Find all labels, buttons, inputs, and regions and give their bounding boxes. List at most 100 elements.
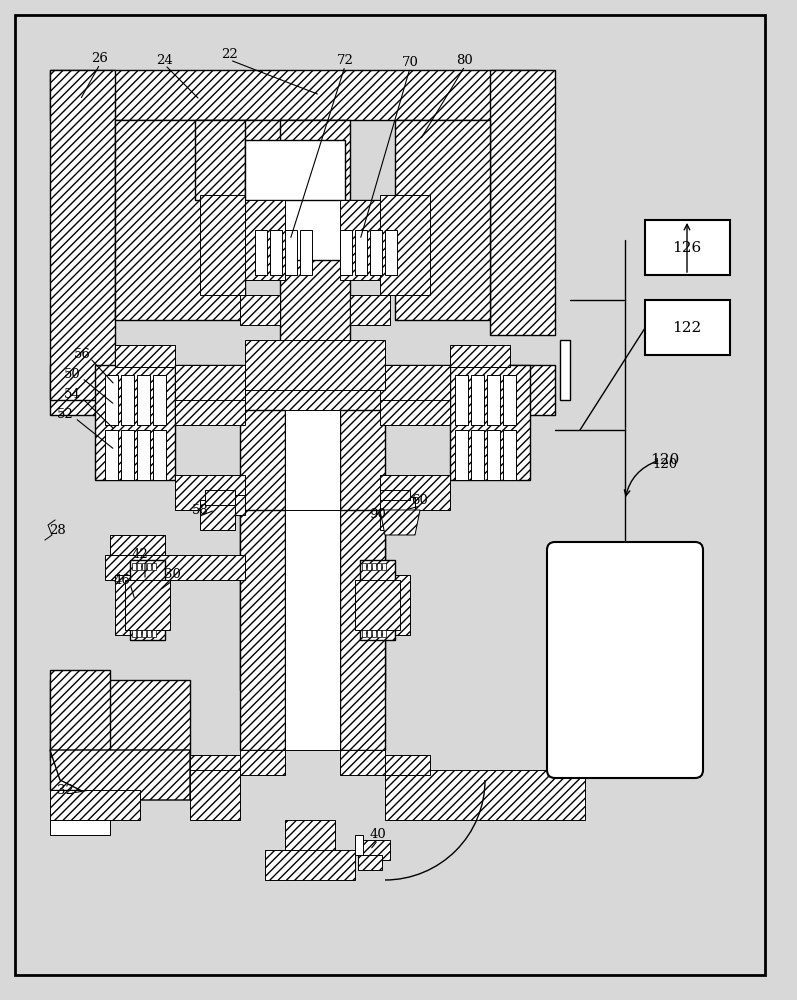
Bar [50, 70, 115, 400]
Bar [240, 750, 285, 775]
Bar [152, 630, 156, 637]
Bar [340, 410, 385, 690]
Bar [125, 580, 170, 630]
Bar [645, 220, 730, 275]
Bar [503, 430, 516, 480]
Bar [645, 300, 730, 355]
Bar [175, 365, 245, 405]
Bar [50, 670, 110, 790]
Text: 120: 120 [653, 458, 677, 472]
Text: 42: 42 [132, 548, 148, 562]
Text: 60: 60 [411, 493, 429, 506]
Text: 24: 24 [157, 53, 174, 66]
Bar [245, 340, 385, 390]
Bar [340, 750, 385, 775]
Text: 70: 70 [402, 55, 418, 68]
Bar [380, 195, 430, 295]
Text: 80: 80 [457, 53, 473, 66]
Bar [137, 563, 141, 570]
Bar [50, 790, 140, 820]
Bar [503, 375, 516, 425]
Bar [200, 195, 245, 295]
Bar [360, 560, 395, 640]
Bar [471, 375, 484, 425]
Bar [380, 400, 450, 425]
Bar [190, 755, 240, 775]
Bar [280, 120, 350, 365]
Bar [450, 365, 530, 480]
Bar [132, 563, 136, 570]
Text: 58: 58 [191, 504, 208, 516]
Bar [225, 495, 245, 515]
Bar [285, 230, 297, 275]
Bar [121, 430, 134, 480]
Bar [195, 120, 255, 200]
Text: 40: 40 [370, 828, 387, 842]
Bar [355, 835, 363, 855]
Text: 122: 122 [673, 321, 701, 335]
Bar [147, 630, 151, 637]
Bar [265, 850, 355, 880]
Bar [137, 375, 150, 425]
Bar [105, 375, 118, 425]
Bar [340, 230, 352, 275]
Bar [153, 430, 166, 480]
Bar [142, 630, 146, 637]
Bar [360, 840, 390, 860]
Polygon shape [50, 750, 190, 800]
Bar [240, 410, 285, 690]
Bar [487, 430, 500, 480]
Bar [137, 430, 150, 480]
Bar [560, 340, 570, 400]
FancyBboxPatch shape [547, 542, 703, 778]
Bar [285, 410, 340, 670]
Text: 30: 30 [163, 568, 180, 582]
Bar [152, 563, 156, 570]
Text: 54: 54 [64, 388, 80, 401]
Bar [105, 430, 118, 480]
Text: 50: 50 [64, 368, 80, 381]
Bar [95, 365, 175, 480]
Bar [395, 120, 490, 320]
Bar [385, 230, 397, 275]
Text: 90: 90 [370, 508, 387, 522]
Bar [385, 770, 585, 820]
Bar [358, 855, 382, 870]
Bar [455, 375, 468, 425]
Bar [362, 563, 366, 570]
Bar [367, 563, 371, 570]
Bar [380, 490, 410, 500]
Bar [50, 70, 540, 120]
Text: 28: 28 [49, 524, 66, 536]
Bar [240, 510, 285, 750]
Bar [137, 630, 141, 637]
Text: 56: 56 [73, 349, 90, 361]
Bar [385, 755, 430, 775]
Bar [130, 560, 165, 640]
Bar [245, 200, 400, 260]
Bar [115, 575, 165, 635]
Bar [115, 345, 175, 367]
Bar [382, 630, 386, 637]
Bar [367, 630, 371, 637]
Bar [142, 563, 146, 570]
Bar [377, 563, 381, 570]
Bar [380, 497, 415, 530]
Bar [175, 400, 245, 425]
Bar [190, 770, 240, 820]
Bar [360, 575, 410, 635]
Bar [380, 365, 450, 405]
Bar [362, 630, 366, 637]
Bar [340, 510, 385, 750]
Bar [245, 140, 345, 240]
Bar [455, 430, 468, 480]
Bar [115, 120, 245, 320]
Bar [50, 820, 110, 835]
Bar [175, 475, 245, 510]
Bar [372, 563, 376, 570]
Text: 26: 26 [92, 51, 108, 64]
Bar [50, 680, 190, 760]
Bar [355, 580, 400, 630]
Text: 22: 22 [222, 48, 238, 62]
Text: 126: 126 [673, 241, 701, 255]
